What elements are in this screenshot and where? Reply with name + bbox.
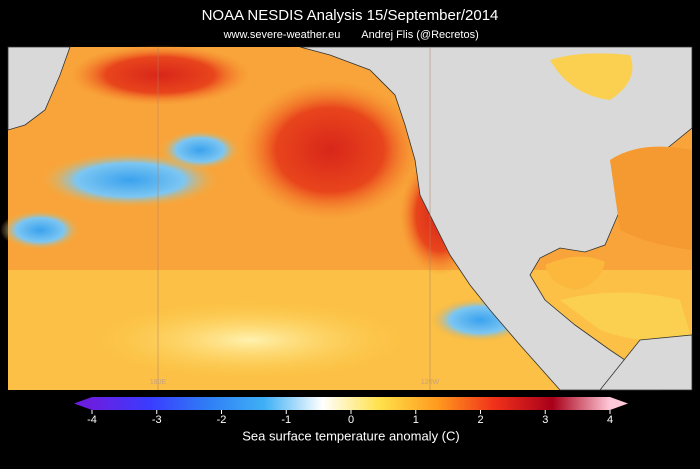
colorbar-tick-label: 4	[607, 414, 613, 426]
colorbar-extend-high	[610, 397, 628, 410]
asia	[7, 46, 71, 131]
author: Andrej Flis (@Recretos)	[361, 29, 479, 41]
colorbar-tick-label: -2	[217, 414, 227, 426]
cool-anomaly	[40, 152, 220, 208]
colorbar-tick-label: 2	[477, 414, 483, 426]
map: 180E 120W	[0, 45, 693, 391]
warm-anomaly	[70, 45, 250, 105]
atlantic	[610, 146, 692, 250]
longitude-label: 180E	[150, 379, 167, 386]
colorbar-scale	[92, 397, 610, 410]
neutral-area	[90, 300, 410, 380]
colorbar-tick-label: 1	[413, 414, 419, 426]
gulf-of-mexico	[545, 256, 605, 290]
colorbar-tick-label: 0	[348, 414, 354, 426]
colorbar-tick-label: -3	[152, 414, 162, 426]
cool-anomaly	[0, 210, 80, 250]
longitude-label: 120W	[421, 379, 440, 386]
hudson-bay	[550, 53, 633, 100]
colorbar: -4 -3 -2 -1 0 1 2 3 4 Sea surface temperature ano…	[74, 397, 628, 443]
colorbar-tick-label: -1	[281, 414, 291, 426]
colorbar-tick-label: 3	[542, 414, 548, 426]
title: NOAA NESDIS Analysis 15/September/2014	[202, 7, 499, 24]
caribbean	[560, 292, 692, 342]
colorbar-tick-label: -4	[87, 414, 97, 426]
south-america	[599, 334, 693, 391]
cool-anomaly	[160, 130, 240, 170]
colorbar-extend-low	[74, 397, 92, 410]
source: www.severe-weather.eu	[223, 29, 341, 41]
colorbar-label: Sea surface temperature anomaly (C)	[242, 428, 459, 443]
warm-anomaly	[240, 80, 420, 220]
